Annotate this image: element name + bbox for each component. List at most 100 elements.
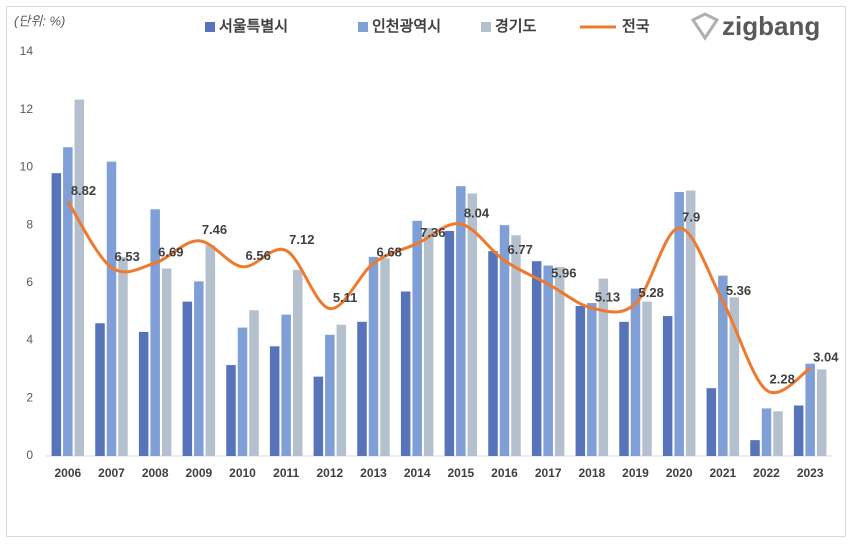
legend-swatch [358, 22, 368, 32]
bar [499, 225, 510, 456]
bar [531, 261, 542, 456]
bar [444, 230, 455, 456]
bar [598, 278, 609, 456]
bar [269, 346, 280, 456]
y-tick-label: 4 [26, 333, 33, 347]
data-label: 5.96 [551, 265, 576, 280]
x-tick-label: 2015 [447, 466, 474, 480]
bar [761, 408, 772, 456]
bar [182, 301, 193, 456]
y-tick-label: 2 [26, 390, 33, 404]
x-tick-label: 2009 [185, 466, 212, 480]
x-tick-label: 2017 [535, 466, 562, 480]
bar [706, 388, 717, 456]
bar [380, 258, 390, 456]
bar [336, 324, 347, 456]
y-tick-label: 14 [20, 44, 34, 58]
legend-label: 전국 [622, 18, 650, 35]
bar [642, 301, 652, 456]
bar [554, 266, 565, 456]
bar [412, 220, 422, 456]
bar [750, 440, 760, 456]
x-tick-label: 2016 [491, 466, 518, 480]
logo-icon [690, 12, 720, 41]
y-tick-label: 8 [26, 217, 33, 231]
brand-logo: zigbang [690, 11, 820, 41]
bar [488, 251, 498, 456]
logo-text: zigbang [722, 11, 820, 41]
bar [237, 327, 248, 456]
data-label: 5.36 [726, 283, 751, 298]
bar [816, 369, 827, 456]
data-label: 6.69 [158, 244, 183, 259]
bar [249, 310, 259, 456]
bar [685, 190, 696, 456]
legend-label: 서울특별시 [219, 17, 288, 35]
bar [575, 305, 586, 456]
data-label: 7.46 [202, 222, 227, 237]
x-tick-label: 2012 [316, 466, 343, 480]
bar [368, 256, 379, 456]
bar [793, 405, 804, 456]
unit-label: (단위: %) [14, 13, 65, 28]
bar [662, 316, 673, 456]
x-tick-label: 2014 [404, 466, 431, 480]
x-tick-label: 2018 [578, 466, 605, 480]
data-label: 6.77 [508, 242, 533, 257]
data-label: 6.68 [377, 245, 402, 260]
data-label: 2.28 [770, 372, 795, 387]
data-label: 7.36 [420, 225, 445, 240]
x-tick-label: 2006 [54, 466, 81, 480]
x-tick-label: 2008 [142, 466, 169, 480]
x-tick-label: 2007 [98, 466, 125, 480]
data-label: 6.56 [246, 248, 271, 263]
data-label: 7.9 [682, 209, 700, 224]
bar [773, 411, 783, 456]
bar [729, 297, 740, 456]
bar [456, 186, 466, 456]
bar [150, 209, 160, 456]
x-tick-label: 2013 [360, 466, 387, 480]
x-tick-label: 2021 [709, 466, 736, 480]
bar [587, 303, 597, 456]
y-tick-label: 10 [20, 160, 34, 174]
x-tick-label: 2011 [273, 466, 299, 480]
y-tick-label: 6 [26, 275, 33, 289]
bar [63, 147, 73, 456]
bar [630, 288, 641, 456]
bar [718, 275, 728, 456]
bar [161, 268, 172, 456]
bar [313, 376, 324, 456]
bar [118, 256, 128, 456]
bar [357, 321, 367, 456]
data-label: 5.28 [639, 285, 664, 300]
data-label: 8.82 [71, 183, 96, 198]
bar [619, 321, 629, 456]
bar [423, 228, 434, 456]
bar [138, 331, 149, 456]
data-label: 5.11 [333, 290, 358, 305]
bar [106, 161, 117, 456]
legend-label: 인천광역시 [372, 17, 441, 35]
bar [325, 334, 335, 456]
bar [467, 193, 478, 456]
x-tick-label: 2010 [229, 466, 256, 480]
line [66, 200, 812, 395]
bar [511, 235, 521, 456]
y-tick-label: 0 [26, 448, 33, 462]
bar [674, 191, 684, 456]
bar [543, 265, 553, 456]
bar [226, 365, 236, 456]
bar [74, 99, 85, 456]
legend-swatch [205, 22, 215, 32]
y-tick-label: 12 [20, 102, 34, 116]
data-label: 3.04 [813, 350, 839, 365]
data-label: 8.04 [464, 205, 490, 220]
x-tick-label: 2023 [797, 466, 824, 480]
bar [194, 281, 204, 456]
bar [281, 314, 291, 456]
data-label: 7.12 [289, 232, 314, 247]
data-label: 5.13 [595, 289, 620, 304]
x-tick-label: 2019 [622, 466, 649, 480]
